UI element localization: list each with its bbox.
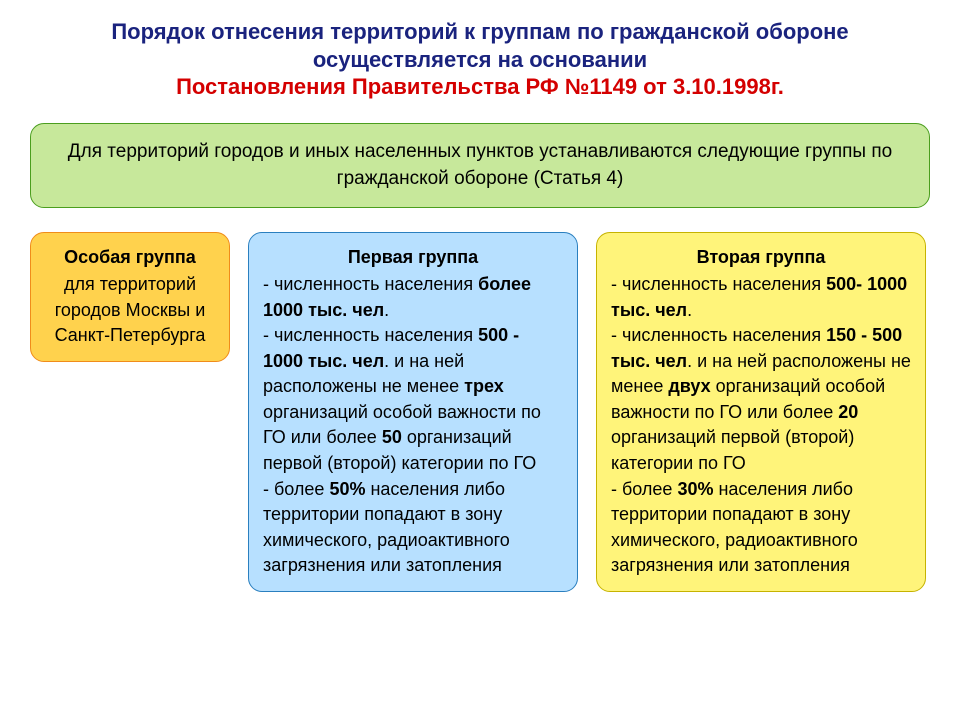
title-line1: Порядок отнесения территорий к группам п… xyxy=(30,18,930,73)
card-special-group: Особая группа для территорий городов Мос… xyxy=(30,232,230,362)
card-special-heading: Особая группа xyxy=(45,245,215,271)
card-second-group: Вторая группа - численность населения 50… xyxy=(596,232,926,592)
card-first-body: - численность населения более 1000 тыс. … xyxy=(263,272,563,579)
intro-text: Для территорий городов и иных населенных… xyxy=(68,141,892,190)
card-special-body: для территорий городов Москвы и Санкт-Пе… xyxy=(45,272,215,349)
card-second-body: - численность населения 500- 1000 тыс. ч… xyxy=(611,272,911,579)
slide-title: Порядок отнесения территорий к группам п… xyxy=(30,18,930,101)
card-second-heading: Вторая группа xyxy=(611,245,911,271)
title-line2: Постановления Правительства РФ №1149 от … xyxy=(30,73,930,101)
card-first-group: Первая группа - численность населения бо… xyxy=(248,232,578,592)
intro-box: Для территорий городов и иных населенных… xyxy=(30,123,930,208)
group-columns: Особая группа для территорий городов Мос… xyxy=(30,232,930,592)
card-first-heading: Первая группа xyxy=(263,245,563,271)
